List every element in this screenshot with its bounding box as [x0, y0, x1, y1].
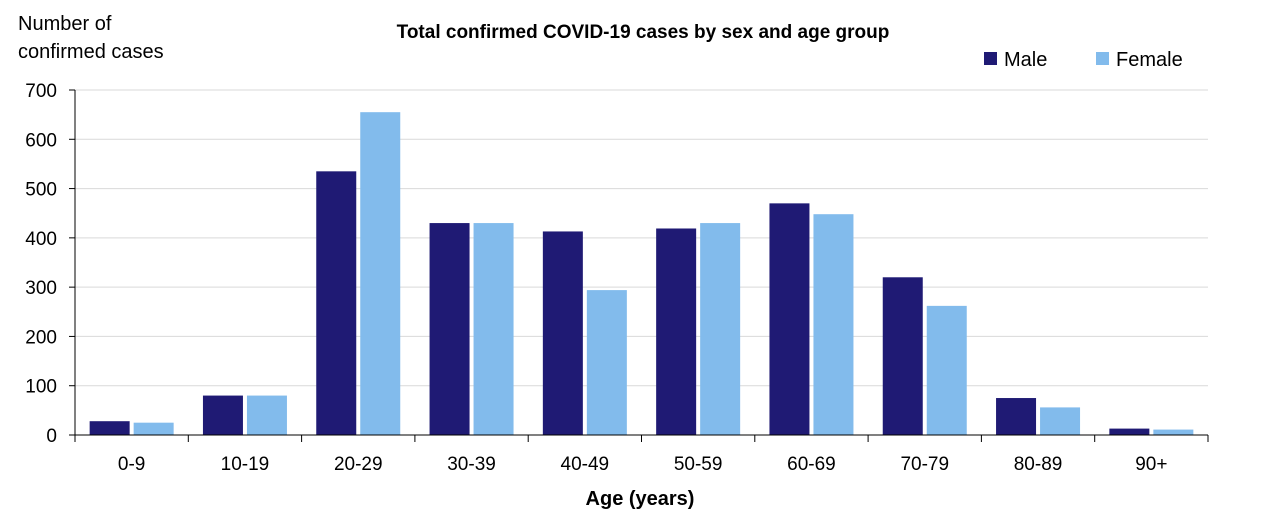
y-axis: 0 100 200 300 400 500 600 700: [25, 81, 76, 447]
legend: Male Female: [984, 49, 1183, 71]
legend-label-female: Female: [1116, 49, 1183, 71]
y-axis-title-line-1: Number of: [18, 13, 112, 35]
x-tick-label: 80-89: [1014, 454, 1063, 475]
x-tick-label: 30-39: [447, 454, 496, 475]
bar-female-30-39: [473, 223, 514, 435]
bar-female-40-49: [586, 290, 627, 435]
bar-male-10-19: [202, 395, 243, 435]
chart-title: Total confirmed COVID-19 cases by sex an…: [397, 22, 890, 43]
bar-female-70-79: [926, 305, 967, 435]
bar-female-50-59: [700, 223, 741, 435]
y-axis-title-line-2: confirmed cases: [18, 41, 164, 63]
y-tick-label: 100: [25, 377, 57, 398]
legend-swatch-female: [1096, 52, 1109, 65]
bar-male-20-29: [316, 171, 357, 436]
x-tick-label: 20-29: [334, 454, 383, 475]
x-tick-label: 50-59: [674, 454, 723, 475]
y-tick-label: 200: [25, 327, 57, 348]
bar-male-80-89: [996, 398, 1037, 435]
x-axis-title: Age (years): [586, 488, 695, 510]
y-tick-label: 400: [25, 229, 57, 250]
bar-male-30-39: [429, 223, 470, 435]
bar-male-70-79: [882, 277, 923, 435]
bar-female-80-89: [1040, 407, 1081, 435]
x-tick-label: 90+: [1135, 454, 1167, 475]
x-axis: 0-9 10-19 20-29 30-39 40-49 50-59 60-69 70-79 80…: [74, 434, 1209, 475]
bars: [89, 112, 1194, 436]
bar-female-20-29: [360, 112, 401, 435]
y-tick-label: 600: [25, 130, 57, 151]
y-tick-label: 0: [46, 426, 57, 447]
gridlines: [75, 89, 1208, 387]
bar-male-60-69: [769, 203, 810, 435]
x-tick-label: 0-9: [118, 454, 145, 475]
bar-female-0-9: [133, 422, 174, 435]
x-tick-label: 60-69: [787, 454, 836, 475]
bar-male-50-59: [656, 228, 697, 435]
legend-label-male: Male: [1004, 49, 1047, 71]
x-tick-label: 40-49: [561, 454, 610, 475]
bar-male-90+: [1109, 428, 1150, 435]
legend-swatch-male: [984, 52, 997, 65]
y-tick-label: 500: [25, 180, 57, 201]
bar-male-0-9: [89, 421, 130, 435]
x-tick-label: 10-19: [221, 454, 270, 475]
bar-male-40-49: [542, 231, 583, 435]
bar-female-60-69: [813, 214, 854, 435]
y-tick-label: 300: [25, 278, 57, 299]
bar-female-10-19: [246, 395, 287, 435]
y-tick-label: 700: [25, 81, 57, 102]
bar-female-90+: [1153, 429, 1194, 435]
x-tick-label: 70-79: [900, 454, 949, 475]
